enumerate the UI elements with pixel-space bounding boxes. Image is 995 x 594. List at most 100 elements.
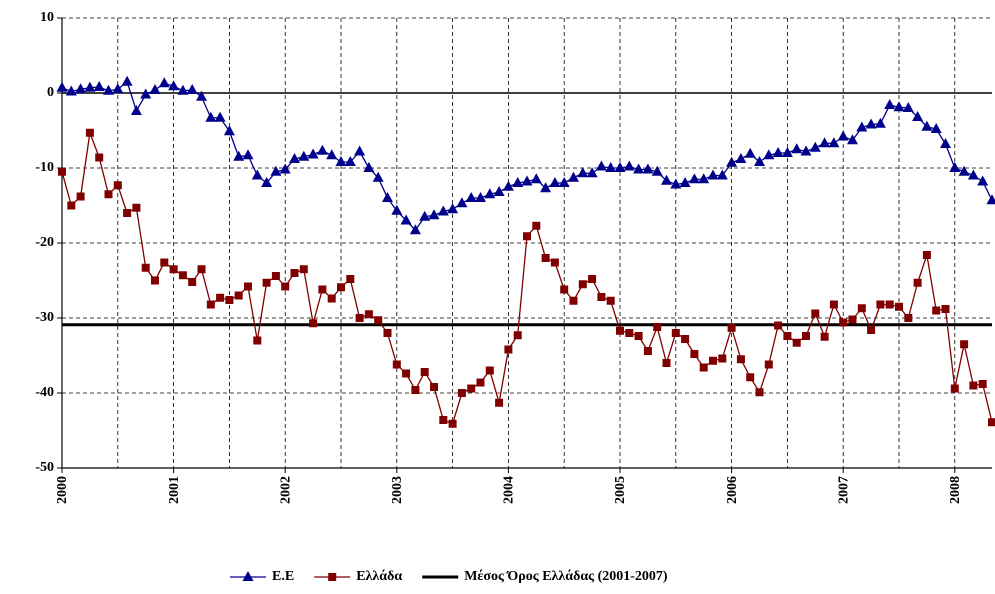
point bbox=[967, 169, 979, 180]
point bbox=[932, 306, 941, 315]
point bbox=[754, 156, 765, 166]
point bbox=[409, 224, 421, 235]
series-line bbox=[61, 80, 993, 232]
point bbox=[532, 221, 541, 230]
point bbox=[149, 84, 161, 94]
point bbox=[251, 169, 263, 180]
point bbox=[698, 173, 710, 184]
point bbox=[746, 373, 755, 382]
point bbox=[958, 165, 970, 176]
point bbox=[383, 329, 392, 337]
point bbox=[913, 278, 922, 287]
point bbox=[271, 272, 280, 280]
point bbox=[848, 315, 857, 324]
point bbox=[141, 263, 150, 272]
point bbox=[969, 381, 978, 390]
point bbox=[439, 416, 448, 424]
point bbox=[95, 153, 104, 162]
point bbox=[85, 128, 94, 137]
point bbox=[670, 178, 682, 189]
point bbox=[188, 278, 197, 286]
point bbox=[206, 300, 215, 309]
point bbox=[225, 296, 234, 304]
point bbox=[502, 180, 514, 191]
point bbox=[623, 160, 635, 171]
point bbox=[716, 169, 728, 180]
point bbox=[884, 99, 896, 109]
point bbox=[764, 360, 773, 369]
point bbox=[168, 80, 180, 91]
point bbox=[586, 167, 598, 178]
point bbox=[485, 366, 494, 375]
point bbox=[876, 300, 885, 309]
point bbox=[847, 134, 858, 145]
point bbox=[104, 190, 113, 199]
point bbox=[941, 305, 950, 313]
point bbox=[337, 283, 345, 292]
point bbox=[774, 321, 783, 330]
point bbox=[113, 181, 122, 190]
point bbox=[588, 275, 597, 283]
point bbox=[289, 153, 300, 163]
point bbox=[419, 210, 431, 221]
point bbox=[651, 165, 663, 176]
point bbox=[736, 355, 745, 364]
point bbox=[223, 125, 235, 136]
point bbox=[495, 398, 504, 407]
point bbox=[253, 336, 262, 345]
point bbox=[130, 105, 142, 115]
point bbox=[902, 102, 914, 112]
x-tick-label: 2003 bbox=[390, 476, 405, 504]
point bbox=[437, 205, 449, 216]
point bbox=[430, 383, 438, 391]
point bbox=[781, 147, 793, 157]
point bbox=[261, 177, 273, 187]
point bbox=[829, 300, 838, 309]
point bbox=[307, 148, 319, 159]
point bbox=[986, 194, 995, 205]
point bbox=[643, 347, 652, 355]
point bbox=[363, 162, 375, 172]
x-tick-label: 2001 bbox=[167, 476, 182, 504]
x-tick-label: 2004 bbox=[502, 476, 517, 504]
point bbox=[316, 144, 328, 155]
point bbox=[727, 323, 736, 332]
point bbox=[950, 384, 959, 393]
point bbox=[569, 296, 578, 305]
point bbox=[244, 282, 252, 291]
point bbox=[661, 174, 672, 185]
point bbox=[493, 186, 505, 196]
x-tick-label: 2008 bbox=[948, 476, 963, 504]
point bbox=[614, 162, 626, 172]
point bbox=[839, 318, 848, 327]
point bbox=[681, 335, 690, 343]
point bbox=[809, 141, 821, 152]
point bbox=[819, 137, 831, 148]
point bbox=[662, 359, 671, 367]
point bbox=[364, 310, 373, 319]
point bbox=[513, 331, 522, 340]
point bbox=[327, 294, 336, 303]
point bbox=[355, 314, 364, 322]
point bbox=[354, 145, 366, 156]
point bbox=[299, 265, 308, 274]
point bbox=[233, 150, 245, 161]
point bbox=[281, 282, 290, 291]
point bbox=[290, 269, 299, 277]
point bbox=[605, 162, 617, 172]
point bbox=[867, 326, 876, 334]
y-tick-label: -40 bbox=[35, 385, 54, 400]
point bbox=[558, 177, 570, 187]
point bbox=[949, 162, 961, 172]
point bbox=[707, 169, 719, 180]
legend-label: Ελλάδα bbox=[356, 569, 402, 584]
point bbox=[132, 203, 141, 212]
point bbox=[904, 314, 913, 322]
point bbox=[679, 177, 691, 187]
point bbox=[428, 209, 440, 220]
point bbox=[811, 309, 820, 318]
y-tick-label: -50 bbox=[35, 460, 54, 475]
point bbox=[885, 300, 894, 309]
point bbox=[58, 167, 66, 176]
